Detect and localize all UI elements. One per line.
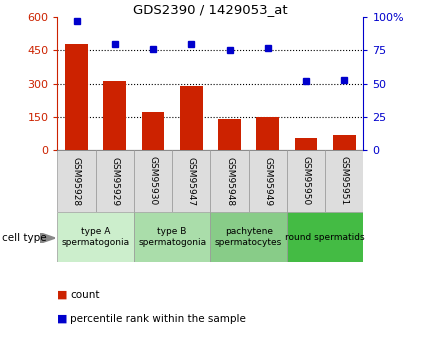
- Text: ■: ■: [57, 314, 68, 324]
- Text: cell type: cell type: [2, 233, 47, 243]
- Text: pachytene
spermatocytes: pachytene spermatocytes: [215, 227, 282, 247]
- Text: round spermatids: round spermatids: [285, 233, 365, 242]
- Bar: [249, 150, 287, 212]
- Bar: [172, 150, 210, 212]
- Bar: [333, 135, 356, 150]
- Bar: [325, 150, 363, 212]
- Polygon shape: [40, 233, 55, 243]
- Bar: [210, 150, 249, 212]
- Bar: [210, 212, 287, 262]
- Text: GSM95928: GSM95928: [72, 157, 81, 206]
- Bar: [287, 150, 325, 212]
- Bar: [295, 138, 317, 150]
- Text: type B
spermatogonia: type B spermatogonia: [138, 227, 206, 247]
- Bar: [218, 119, 241, 150]
- Text: GSM95951: GSM95951: [340, 157, 349, 206]
- Bar: [142, 112, 164, 150]
- Bar: [134, 150, 172, 212]
- Text: GSM95950: GSM95950: [301, 157, 311, 206]
- Bar: [287, 212, 363, 262]
- Text: GSM95929: GSM95929: [110, 157, 119, 206]
- Text: type A
spermatogonia: type A spermatogonia: [62, 227, 130, 247]
- Text: percentile rank within the sample: percentile rank within the sample: [70, 314, 246, 324]
- Text: count: count: [70, 290, 99, 300]
- Text: ■: ■: [57, 290, 68, 300]
- Bar: [180, 86, 203, 150]
- Text: GSM95949: GSM95949: [263, 157, 272, 206]
- Bar: [96, 150, 134, 212]
- Bar: [134, 212, 210, 262]
- Text: GSM95930: GSM95930: [148, 157, 158, 206]
- Text: GSM95947: GSM95947: [187, 157, 196, 206]
- Bar: [57, 150, 96, 212]
- Text: GSM95948: GSM95948: [225, 157, 234, 206]
- Bar: [103, 81, 126, 150]
- Title: GDS2390 / 1429053_at: GDS2390 / 1429053_at: [133, 3, 288, 16]
- Bar: [65, 44, 88, 150]
- Bar: [256, 117, 279, 150]
- Bar: [57, 212, 134, 262]
